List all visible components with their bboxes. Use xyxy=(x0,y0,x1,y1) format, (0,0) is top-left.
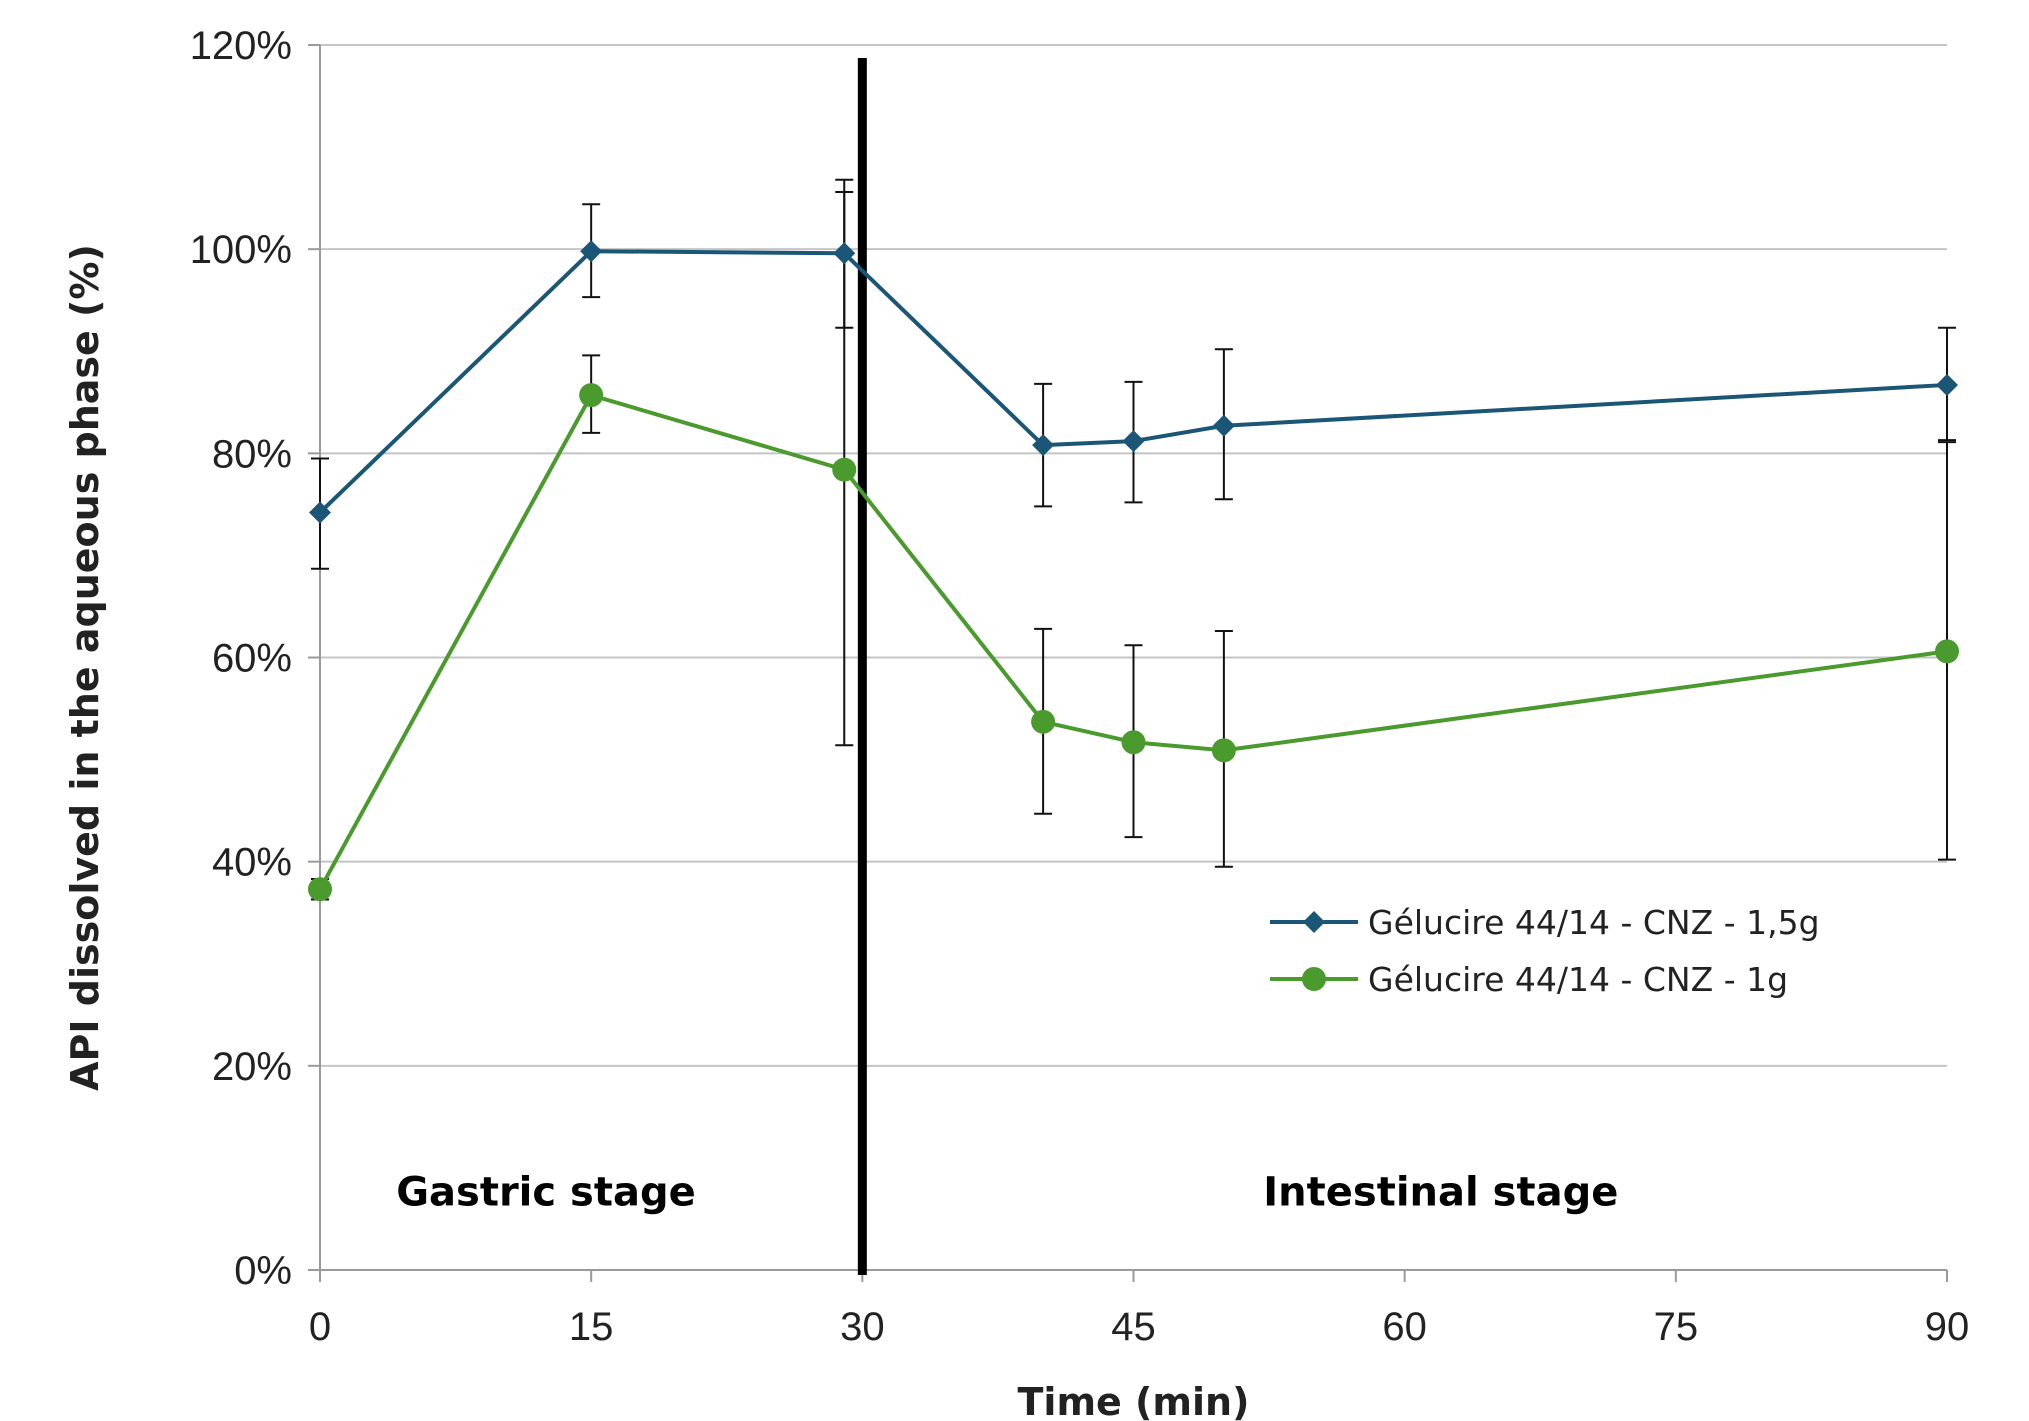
series-lines xyxy=(308,240,1959,902)
y-axis-title: API dissolved in the aqueous phase (%) xyxy=(63,244,107,1091)
stage-label: Intestinal stage xyxy=(1263,1169,1618,1215)
data-point-circle xyxy=(1935,639,1959,664)
data-point-diamond xyxy=(1212,414,1235,437)
legend-label: Gélucire 44/14 - CNZ - 1,5g xyxy=(1368,903,1820,942)
data-point-diamond xyxy=(1936,373,1958,396)
data-point-circle xyxy=(832,457,857,482)
tick-labels: 0% 20% 40% 60% 80% 100% 120% 0 15 30 45 60 75 90 xyxy=(190,24,1970,1349)
y-tick-label: 100% xyxy=(190,228,292,272)
legend-label: Gélucire 44/14 - CNZ - 1g xyxy=(1368,960,1788,999)
data-point-circle xyxy=(1031,709,1056,734)
data-point-diamond xyxy=(833,242,856,265)
legend: Gélucire 44/14 - CNZ - 1,5g Gélucire 44/1… xyxy=(1270,903,1820,999)
legend-marker-circle xyxy=(1302,967,1326,991)
x-axis-title: Time (min) xyxy=(1018,1380,1250,1421)
error-bars xyxy=(311,178,1956,901)
stage-label: Gastric stage xyxy=(396,1169,696,1215)
x-tick-label: 30 xyxy=(840,1305,885,1349)
x-tick-label: 45 xyxy=(1111,1305,1156,1349)
y-tick-label: 0% xyxy=(234,1249,292,1293)
data-point-circle xyxy=(308,877,332,902)
data-point-diamond xyxy=(1032,434,1055,457)
y-tick-label: 60% xyxy=(212,637,292,681)
data-point-diamond xyxy=(309,501,331,524)
y-tick-label: 120% xyxy=(190,24,292,68)
y-tick-label: 80% xyxy=(212,432,292,476)
x-tick-label: 90 xyxy=(1925,1305,1970,1349)
x-tick-label: 15 xyxy=(569,1305,614,1349)
y-tick-label: 20% xyxy=(212,1045,292,1089)
data-point-circle xyxy=(579,383,604,408)
data-point-circle xyxy=(1211,738,1236,763)
x-tick-label: 60 xyxy=(1382,1305,1427,1349)
data-point-circle xyxy=(1121,730,1146,755)
data-point-diamond xyxy=(1122,430,1145,453)
x-tick-label: 75 xyxy=(1654,1305,1699,1349)
stage-annotations: Gastric stage Intestinal stage xyxy=(396,1169,1618,1215)
y-tick-label: 40% xyxy=(212,841,292,885)
axes xyxy=(308,44,1948,1282)
legend-marker-diamond xyxy=(1303,911,1325,933)
x-tick-label: 0 xyxy=(309,1305,331,1349)
data-point-diamond xyxy=(580,240,603,263)
